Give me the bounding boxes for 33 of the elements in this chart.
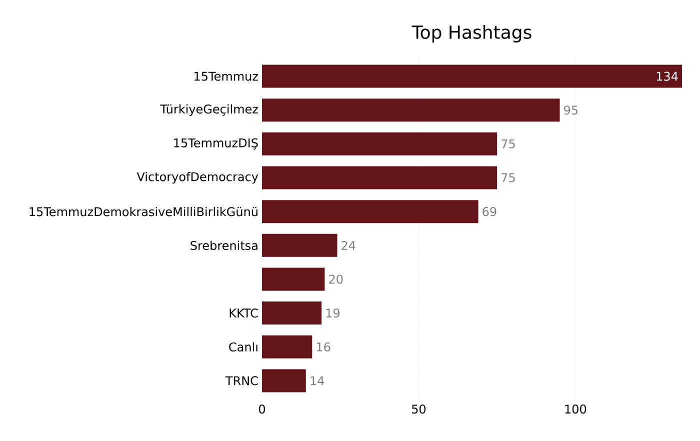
bar — [262, 64, 682, 88]
y-tick-label: TürkiyeGeçilmez — [160, 104, 258, 116]
x-tick-label: 100 — [565, 404, 586, 414]
data-label: 75 — [502, 139, 515, 148]
y-tick-label: Srebrenitsa — [190, 240, 258, 250]
y-tick-label: VictoryofDemocracy — [136, 172, 258, 184]
x-tick-label: 0 — [258, 404, 266, 414]
bar — [262, 234, 338, 257]
bar — [262, 302, 322, 325]
bar — [262, 268, 325, 291]
data-label: 16 — [317, 342, 330, 352]
y-tick-label: 15TemmuzDIŞ — [174, 138, 258, 150]
data-label: 69 — [482, 207, 496, 216]
bar — [262, 132, 498, 156]
data-label: 134 — [656, 72, 678, 81]
x-tick-label: 50 — [412, 404, 426, 414]
y-tick-label: KKTC — [230, 308, 258, 318]
y-tick-label: TRNC — [225, 376, 258, 386]
data-label: 24 — [342, 240, 356, 250]
bar — [262, 369, 306, 392]
y-tick-label: 15Temmuz — [194, 72, 258, 81]
bar — [262, 335, 312, 358]
data-label: 20 — [329, 274, 343, 284]
bar — [262, 200, 478, 224]
chart-title: Top Hashtags — [412, 25, 532, 42]
data-label: 19 — [326, 308, 340, 318]
data-label: 14 — [310, 376, 324, 386]
data-label: 75 — [502, 173, 515, 182]
y-tick-label: 15TemmuzDemokrasiveMilliBirlikGünü — [30, 206, 258, 216]
y-tick-label: Canlı — [229, 342, 258, 352]
bar — [262, 166, 498, 190]
data-label: 95 — [564, 106, 578, 115]
bar — [262, 98, 560, 122]
